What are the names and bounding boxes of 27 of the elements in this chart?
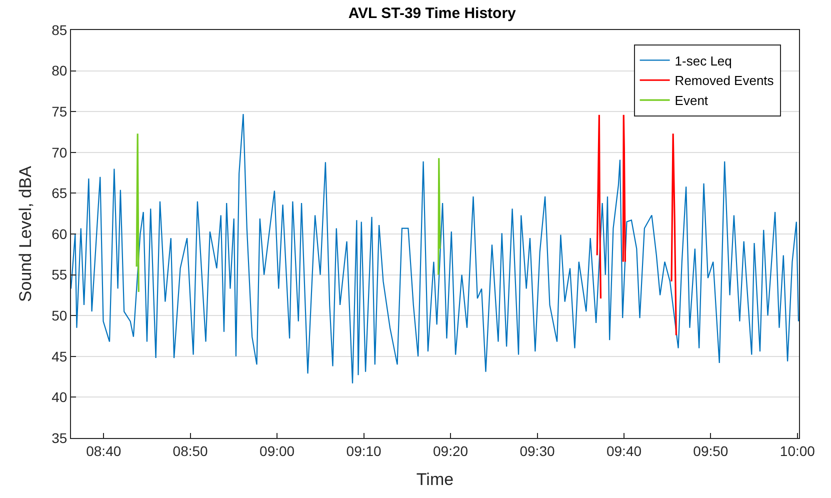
y-tick-label: 70 <box>52 144 68 160</box>
x-tick-label: 09:10 <box>346 442 382 459</box>
chart-title: AVL ST-39 Time History <box>348 4 517 22</box>
x-tick-label: 08:50 <box>172 442 208 459</box>
line-series <box>71 114 799 384</box>
y-tick-label: 65 <box>52 185 68 202</box>
x-tick-label: 08:40 <box>86 442 122 459</box>
y-tick-label: 50 <box>52 308 68 324</box>
y-axis-title: Sound Level, dBA <box>16 165 36 302</box>
x-tick-label: 09:20 <box>432 442 468 459</box>
legend-label: 1-sec Leq <box>674 53 732 68</box>
y-tick-label: 85 <box>52 22 68 38</box>
x-tick-label: 09:00 <box>260 442 295 459</box>
x-tick-label: 10:00 <box>780 442 816 459</box>
y-tick-label: 35 <box>52 430 68 446</box>
legend-label: Removed Events <box>674 73 774 88</box>
y-tick-label: 45 <box>52 348 68 364</box>
y-tick-label: 75 <box>52 104 68 120</box>
y-tick-label: 55 <box>52 266 68 283</box>
x-tick-label: 09:30 <box>520 442 555 459</box>
x-axis-title: Time <box>416 470 454 490</box>
legend-label: Event <box>674 93 708 108</box>
y-tick-label: 40 <box>52 389 68 406</box>
y-tick-label: 80 <box>52 62 68 79</box>
y-tick-label: 60 <box>52 226 68 242</box>
x-tick-label: 09:40 <box>606 442 642 459</box>
x-tick-label: 09:50 <box>693 442 728 459</box>
